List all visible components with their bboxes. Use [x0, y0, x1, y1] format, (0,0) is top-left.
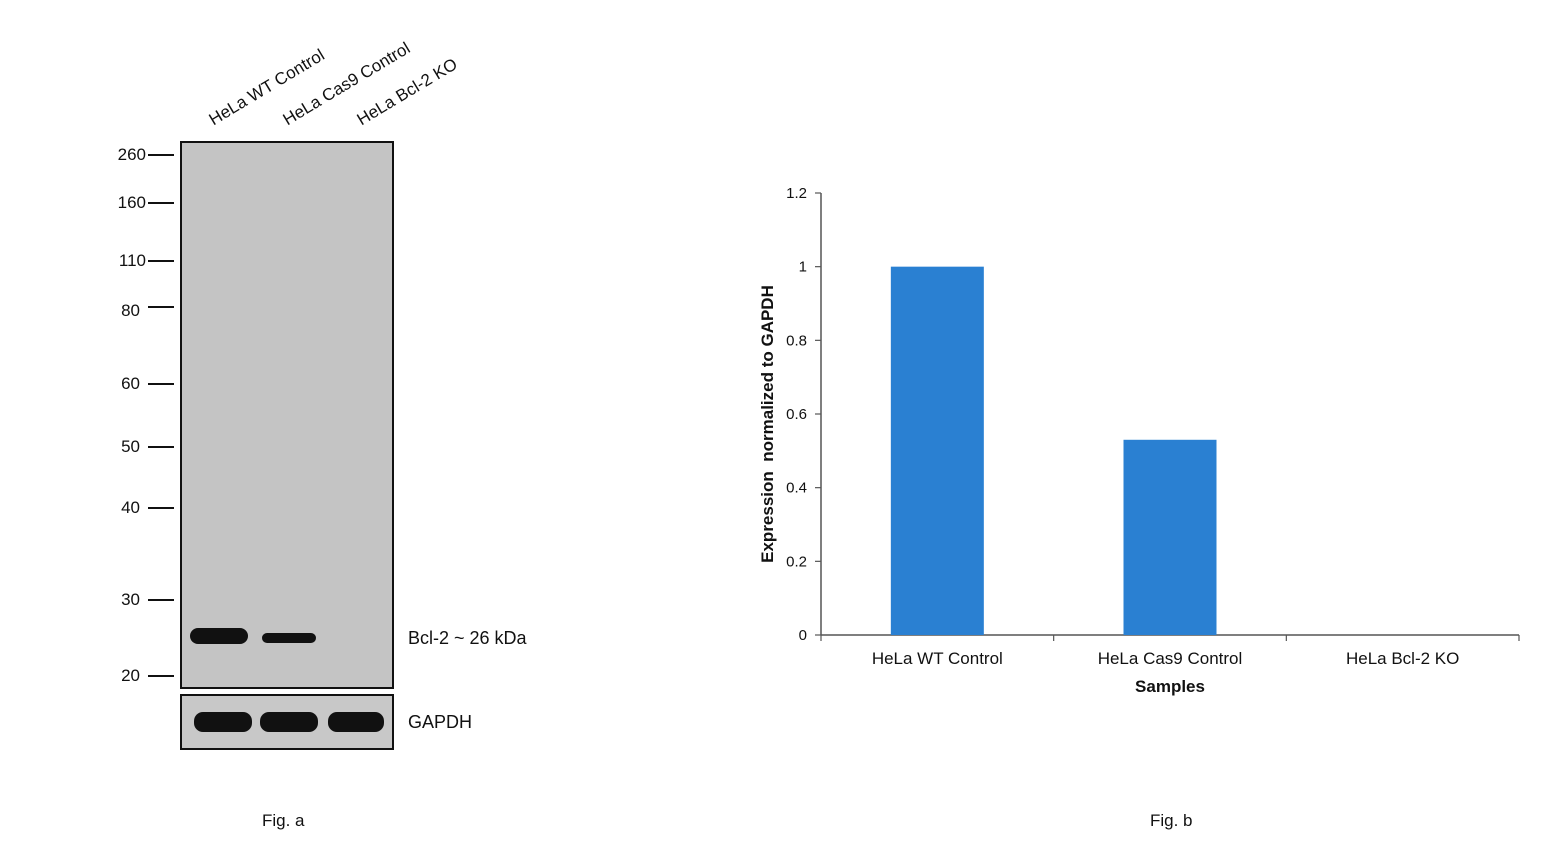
figure-a-caption: Fig. a: [262, 811, 305, 830]
y-tick-label: 0.2: [786, 553, 807, 570]
gapdh-band-lane-2: [260, 712, 318, 732]
y-tick-label: 1.2: [786, 185, 807, 202]
blot-membrane-target: [180, 141, 394, 689]
x-tick-label: HeLa Cas9 Control: [1098, 649, 1243, 668]
x-tick-label: HeLa WT Control: [872, 649, 1003, 668]
figure-b-caption: Fig. b: [1150, 811, 1193, 830]
y-tick-label: 0.6: [786, 406, 807, 423]
mw-label-30: 30: [121, 590, 140, 609]
mw-tick-80: [148, 306, 174, 308]
x-tick-label: HeLa Bcl-2 KO: [1346, 649, 1459, 668]
loading-control-label: GAPDH: [408, 712, 473, 732]
y-tick-label: 0.8: [786, 332, 807, 349]
mw-label-110: 110: [118, 251, 146, 270]
gapdh-band-lane-1: [194, 712, 252, 732]
mw-label-60: 60: [121, 374, 140, 393]
mw-label-80: 80: [121, 301, 140, 320]
y-tick-label: 0: [799, 627, 807, 644]
blot-membrane-gapdh: [180, 694, 394, 750]
mw-tick-30: [148, 599, 174, 601]
bcl2-band-lane-1: [190, 628, 248, 644]
target-band-label: Bcl-2 ~ 26 kDa: [408, 628, 527, 648]
y-tick-label: 0.4: [786, 480, 807, 497]
mw-tick-260: [148, 154, 174, 156]
mw-tick-20: [148, 675, 174, 677]
mw-tick-60: [148, 383, 174, 385]
gapdh-band-lane-3: [328, 712, 384, 732]
y-axis-label: Expression normalized to GAPDH: [758, 285, 777, 563]
x-axis-label: Samples: [1135, 677, 1205, 696]
bcl2-band-lane-2: [262, 633, 316, 643]
mw-label-40: 40: [121, 498, 140, 517]
mw-tick-110: [148, 260, 174, 262]
mw-label-160: 160: [117, 193, 146, 212]
mw-tick-40: [148, 507, 174, 509]
mw-tick-160: [148, 202, 174, 204]
y-tick-label: 1: [799, 259, 807, 276]
bar: [890, 266, 984, 635]
mw-label-50: 50: [121, 437, 140, 456]
mw-tick-50: [148, 446, 174, 448]
mw-label-20: 20: [121, 666, 140, 685]
bar: [1123, 439, 1217, 635]
mw-label-260: 260: [117, 145, 146, 164]
